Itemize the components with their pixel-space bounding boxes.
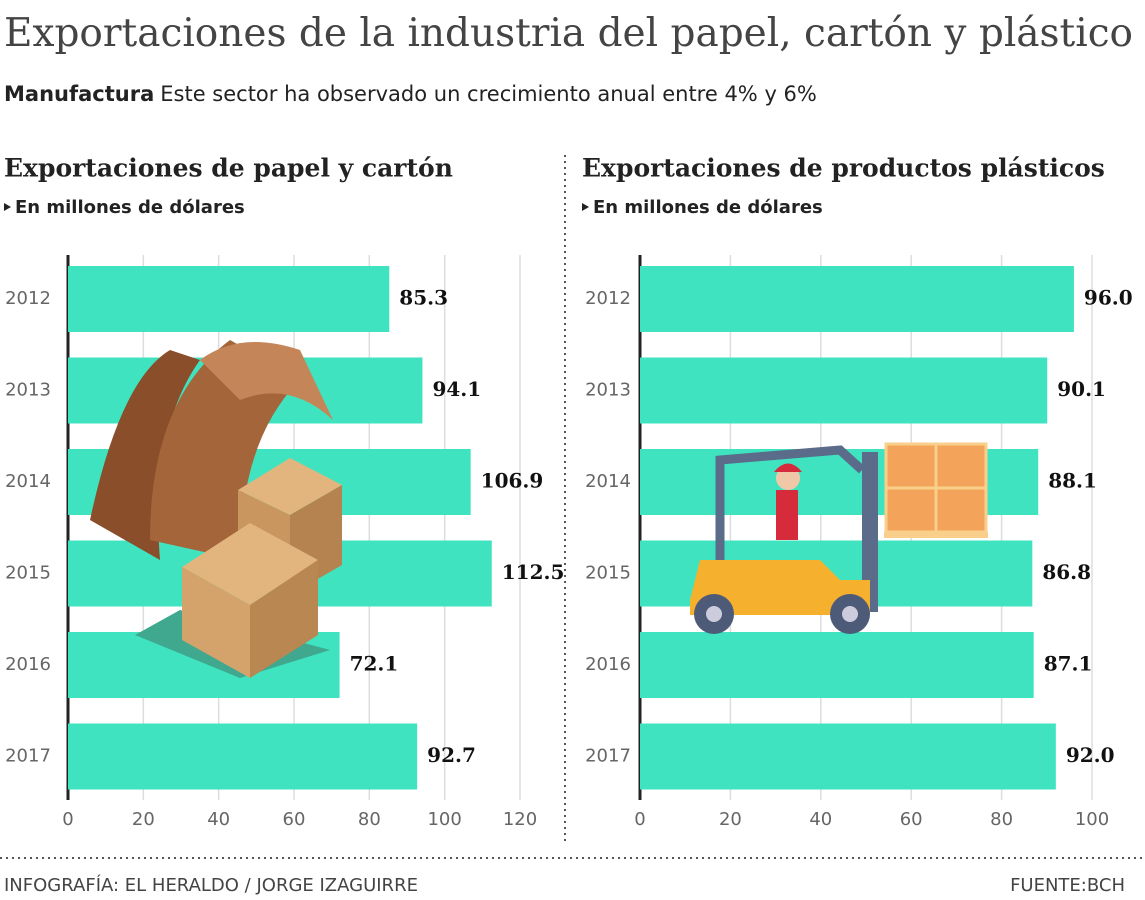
y-tick-label: 2014 <box>5 471 51 492</box>
value-label: 86.8 <box>1042 560 1091 584</box>
x-tick-label: 0 <box>634 809 645 830</box>
bar <box>640 632 1034 698</box>
x-tick-label: 0 <box>62 809 73 830</box>
x-tick-label: 40 <box>207 809 230 830</box>
subtitle-marker <box>4 203 11 211</box>
y-tick-label: 2015 <box>5 563 51 584</box>
value-label: 106.9 <box>481 469 544 493</box>
x-tick-label: 100 <box>427 809 461 830</box>
value-label: 92.7 <box>427 743 476 767</box>
chart-subtitle: En millones de dólares <box>593 197 823 218</box>
x-tick-label: 80 <box>990 809 1013 830</box>
bar <box>68 723 418 790</box>
y-tick-label: 2017 <box>5 746 51 767</box>
chart-title: Exportaciones de papel y cartón <box>4 154 453 183</box>
value-label: 90.1 <box>1057 377 1106 401</box>
y-tick-label: 2015 <box>585 563 631 584</box>
credit: INFOGRAFÍA: EL HERALDO / JORGE IZAGUIRRE <box>4 874 418 896</box>
bar <box>640 357 1048 424</box>
value-label: 87.1 <box>1044 652 1093 676</box>
value-label: 92.0 <box>1066 743 1115 767</box>
x-tick-label: 100 <box>1075 809 1109 830</box>
subtitle-marker <box>582 203 589 211</box>
value-label: 94.1 <box>432 377 481 401</box>
value-label: 88.1 <box>1048 469 1097 493</box>
bar <box>68 266 390 332</box>
y-tick-label: 2013 <box>5 380 51 401</box>
y-tick-label: 2012 <box>585 288 631 309</box>
y-tick-label: 2016 <box>585 654 631 675</box>
illustrations <box>90 340 988 678</box>
y-tick-label: 2013 <box>585 380 631 401</box>
forklift-illustration <box>690 442 988 634</box>
x-tick-label: 60 <box>900 809 923 830</box>
chart-title: Exportaciones de productos plásticos <box>582 154 1105 183</box>
value-label: 85.3 <box>399 286 448 310</box>
y-tick-label: 2014 <box>585 471 631 492</box>
bar <box>640 723 1056 790</box>
value-label: 96.0 <box>1084 286 1133 310</box>
value-label: 72.1 <box>350 652 399 676</box>
y-tick-label: 2012 <box>5 288 51 309</box>
chart-subtitle: En millones de dólares <box>15 197 245 218</box>
source: FUENTE:BCH <box>1010 875 1125 896</box>
y-tick-label: 2017 <box>585 746 631 767</box>
page-title: Exportaciones de la industria del papel,… <box>4 11 1133 56</box>
value-label: 112.5 <box>502 560 565 584</box>
x-tick-label: 80 <box>358 809 381 830</box>
x-tick-label: 60 <box>283 809 306 830</box>
x-tick-label: 20 <box>132 809 155 830</box>
subtitle-bold: Manufactura <box>4 82 154 106</box>
subtitle-text: Este sector ha observado un crecimiento … <box>160 82 817 106</box>
x-tick-label: 20 <box>719 809 742 830</box>
charts: Exportaciones de papel y cartón En millon… <box>4 154 1133 830</box>
y-tick-label: 2016 <box>5 654 51 675</box>
x-tick-label: 120 <box>503 809 537 830</box>
x-tick-label: 40 <box>809 809 832 830</box>
paper-illustration <box>90 340 342 678</box>
bar <box>640 266 1074 332</box>
page-subtitle: Manufactura Este sector ha observado un c… <box>4 82 817 106</box>
